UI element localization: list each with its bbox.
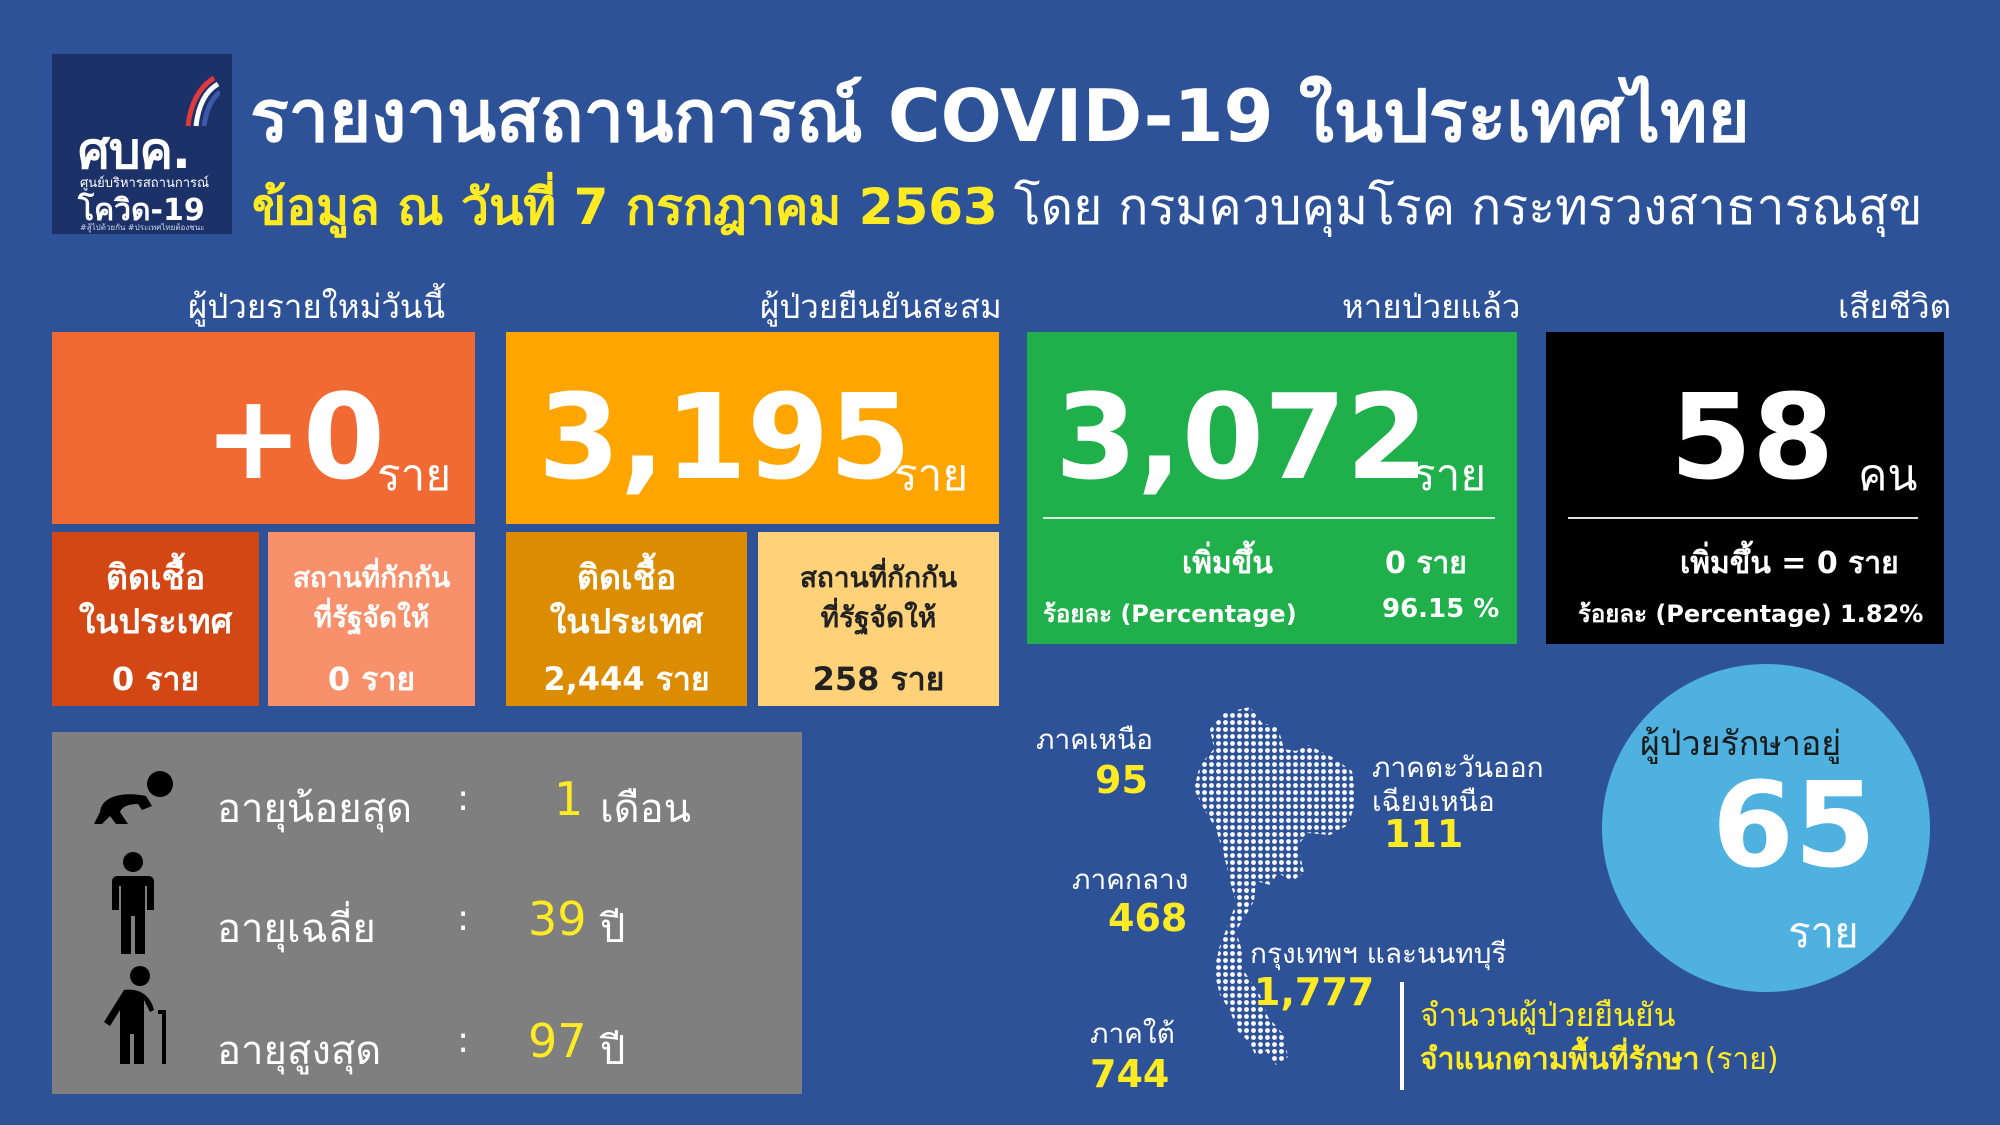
legend-line2: จำแนกตามพื้นที่รักษา (ราย)	[1420, 1036, 1779, 1083]
new-cases-label: ผู้ป่วยรายใหม่วันนี้	[188, 287, 446, 326]
age-unit: เดือน	[600, 786, 692, 832]
deaths-increase: เพิ่มขึ้น = 0 ราย	[1680, 546, 1899, 581]
recovered-card: 3,072 ราย เพิ่มขึ้น 0 ราย ร้อยละ (Percen…	[1027, 332, 1517, 644]
region-northeast-name-line1: ภาคตะวันออก	[1372, 751, 1544, 784]
ccsa-logo: ศบค. ศูนย์บริหารสถานการณ์ โควิด-19 #สู้ไ…	[52, 54, 232, 234]
report-subtitle: ข้อมูล ณ วันที่ 7 กรกฎาคม 2563 โดย กรมคว…	[252, 168, 1923, 247]
deaths-card: 58 คน เพิ่มขึ้น = 0 ราย ร้อยละ (Percenta…	[1546, 332, 1944, 644]
legend-unit: (ราย)	[1704, 1042, 1779, 1077]
age-statistics-panel: อายุน้อยสุด : 1 เดือน อายุเฉลี่ย : 39 ปี…	[52, 732, 802, 1094]
recovered-divider	[1043, 517, 1495, 519]
region-northeast-name-line2: เฉียงเหนือ	[1372, 785, 1495, 818]
recovered-label: หายป่วยแล้ว	[1342, 287, 1521, 326]
recovered-pct-label: ร้อยละ (Percentage)	[1043, 600, 1297, 628]
cumulative-unit: ราย	[894, 450, 969, 501]
age-row-oldest: อายุสูงสุด : 97 ปี	[52, 966, 802, 1084]
new-quarantine-card: สถานที่กักกัน ที่รัฐจัดให้ 0 ราย	[268, 532, 475, 706]
age-value: 97	[528, 1014, 587, 1068]
new-quarantine-value: 0 ราย	[327, 660, 416, 698]
cumulative-quarantine-card: สถานที่กักกัน ที่รัฐจัดให้ 258 ราย	[758, 532, 999, 706]
region-central-name: ภาคกลาง	[1072, 863, 1189, 896]
new-domestic-card: ติดเชื้อ ในประเทศ 0 ราย	[52, 532, 259, 706]
cumulative-domestic-line1: ติดเชื้อ	[576, 558, 677, 598]
logo-mark: ศบค.	[78, 122, 191, 180]
deaths-unit: คน	[1858, 450, 1918, 501]
region-bangkok-value: 1,777	[1254, 970, 1375, 1014]
region-northeast-value: 111	[1384, 812, 1464, 856]
age-row-youngest: อายุน้อยสุด : 1 เดือน	[52, 762, 802, 842]
age-row-average: อายุเฉลี่ย : 39 ปี	[52, 852, 802, 962]
deaths-value: 58	[1670, 368, 1835, 506]
recovered-value: 3,072	[1055, 368, 1429, 506]
age-colon: :	[457, 778, 470, 819]
region-bangkok-name: กรุงเทพฯ และนนทบุรี	[1250, 937, 1507, 970]
adult-icon	[112, 852, 154, 954]
deaths-divider	[1568, 517, 1918, 519]
page-title: รายงานสถานการณ์ COVID-19 ในประเทศไทย	[250, 74, 1750, 158]
age-label: อายุสูงสุด	[217, 1028, 382, 1074]
age-value: 1	[554, 772, 584, 826]
region-south-value: 744	[1090, 1052, 1170, 1096]
cumulative-domestic-line2: ในประเทศ	[549, 602, 704, 642]
region-central-value: 468	[1108, 896, 1188, 940]
new-domestic-line1: ติดเชื้อ	[105, 558, 206, 598]
thailand-map-icon	[1194, 707, 1356, 1065]
cumulative-quarantine-line2: ที่รัฐจัดให้	[820, 601, 937, 634]
cumulative-label: ผู้ป่วยยืนยันสะสม	[760, 287, 1002, 326]
age-colon: :	[457, 1020, 470, 1061]
logo-hashtags: #สู้ไปด้วยกัน #ประเทศไทยต้องชนะ	[80, 223, 205, 232]
age-label: อายุเฉลี่ย	[217, 906, 376, 952]
region-north-value: 95	[1095, 758, 1148, 802]
treating-unit: ราย	[1788, 908, 1859, 957]
deaths-pct: ร้อยละ (Percentage) 1.82%	[1578, 600, 1924, 628]
treating-circle: ผู้ป่วยรักษาอยู่ 65 ราย	[1602, 664, 1930, 992]
new-domestic-value: 0 ราย	[111, 660, 200, 698]
recovered-increase-label: เพิ่มขึ้น	[1182, 546, 1273, 581]
cumulative-quarantine-line1: สถานที่กักกัน	[799, 561, 958, 594]
cumulative-domestic-card: ติดเชื้อ ในประเทศ 2,444 ราย	[506, 532, 747, 706]
new-cases-value: +0	[204, 368, 385, 506]
report-source: โดย กรมควบคุมโรค กระทรวงสาธารณสุข	[1013, 178, 1923, 236]
new-domestic-line2: ในประเทศ	[78, 602, 233, 642]
infant-icon	[94, 771, 173, 824]
cumulative-value: 3,195	[538, 368, 912, 506]
cumulative-card: 3,195 ราย	[506, 332, 999, 524]
new-cases-unit: ราย	[377, 450, 452, 501]
age-label: อายุน้อยสุด	[217, 786, 413, 832]
age-unit: ปี	[600, 906, 626, 952]
logo-brand: โควิด-19	[78, 193, 205, 228]
recovered-unit: ราย	[1412, 450, 1487, 501]
treating-label: ผู้ป่วยรักษาอยู่	[1640, 724, 1842, 764]
new-quarantine-line1: สถานที่กักกัน	[292, 561, 451, 594]
cumulative-domestic-value: 2,444 ราย	[543, 660, 710, 698]
legend-line1: จำนวนผู้ป่วยยืนยัน	[1420, 996, 1676, 1034]
thai-flag-ribbon-icon	[185, 76, 220, 127]
deaths-label: เสียชีวิต	[1838, 287, 1952, 326]
region-south-name: ภาคใต้	[1090, 1017, 1175, 1050]
treating-value: 65	[1712, 756, 1877, 894]
elderly-icon	[104, 966, 166, 1064]
new-cases-card: +0 ราย	[52, 332, 475, 524]
region-north-name: ภาคเหนือ	[1036, 723, 1153, 756]
legend-line2-text: จำแนกตามพื้นที่รักษา	[1420, 1042, 1700, 1077]
legend-bar	[1400, 982, 1404, 1090]
recovered-increase-value: 0 ราย	[1385, 546, 1467, 581]
report-date: ข้อมูล ณ วันที่ 7 กรกฎาคม 2563	[252, 178, 998, 236]
new-quarantine-line2: ที่รัฐจัดให้	[313, 601, 430, 634]
age-value: 39	[528, 892, 587, 946]
age-unit: ปี	[600, 1028, 626, 1074]
recovered-pct-value: 96.15 %	[1382, 594, 1500, 624]
age-colon: :	[457, 898, 470, 939]
cumulative-quarantine-value: 258 ราย	[812, 660, 945, 698]
logo-subtitle: ศูนย์บริหารสถานการณ์	[80, 176, 210, 191]
